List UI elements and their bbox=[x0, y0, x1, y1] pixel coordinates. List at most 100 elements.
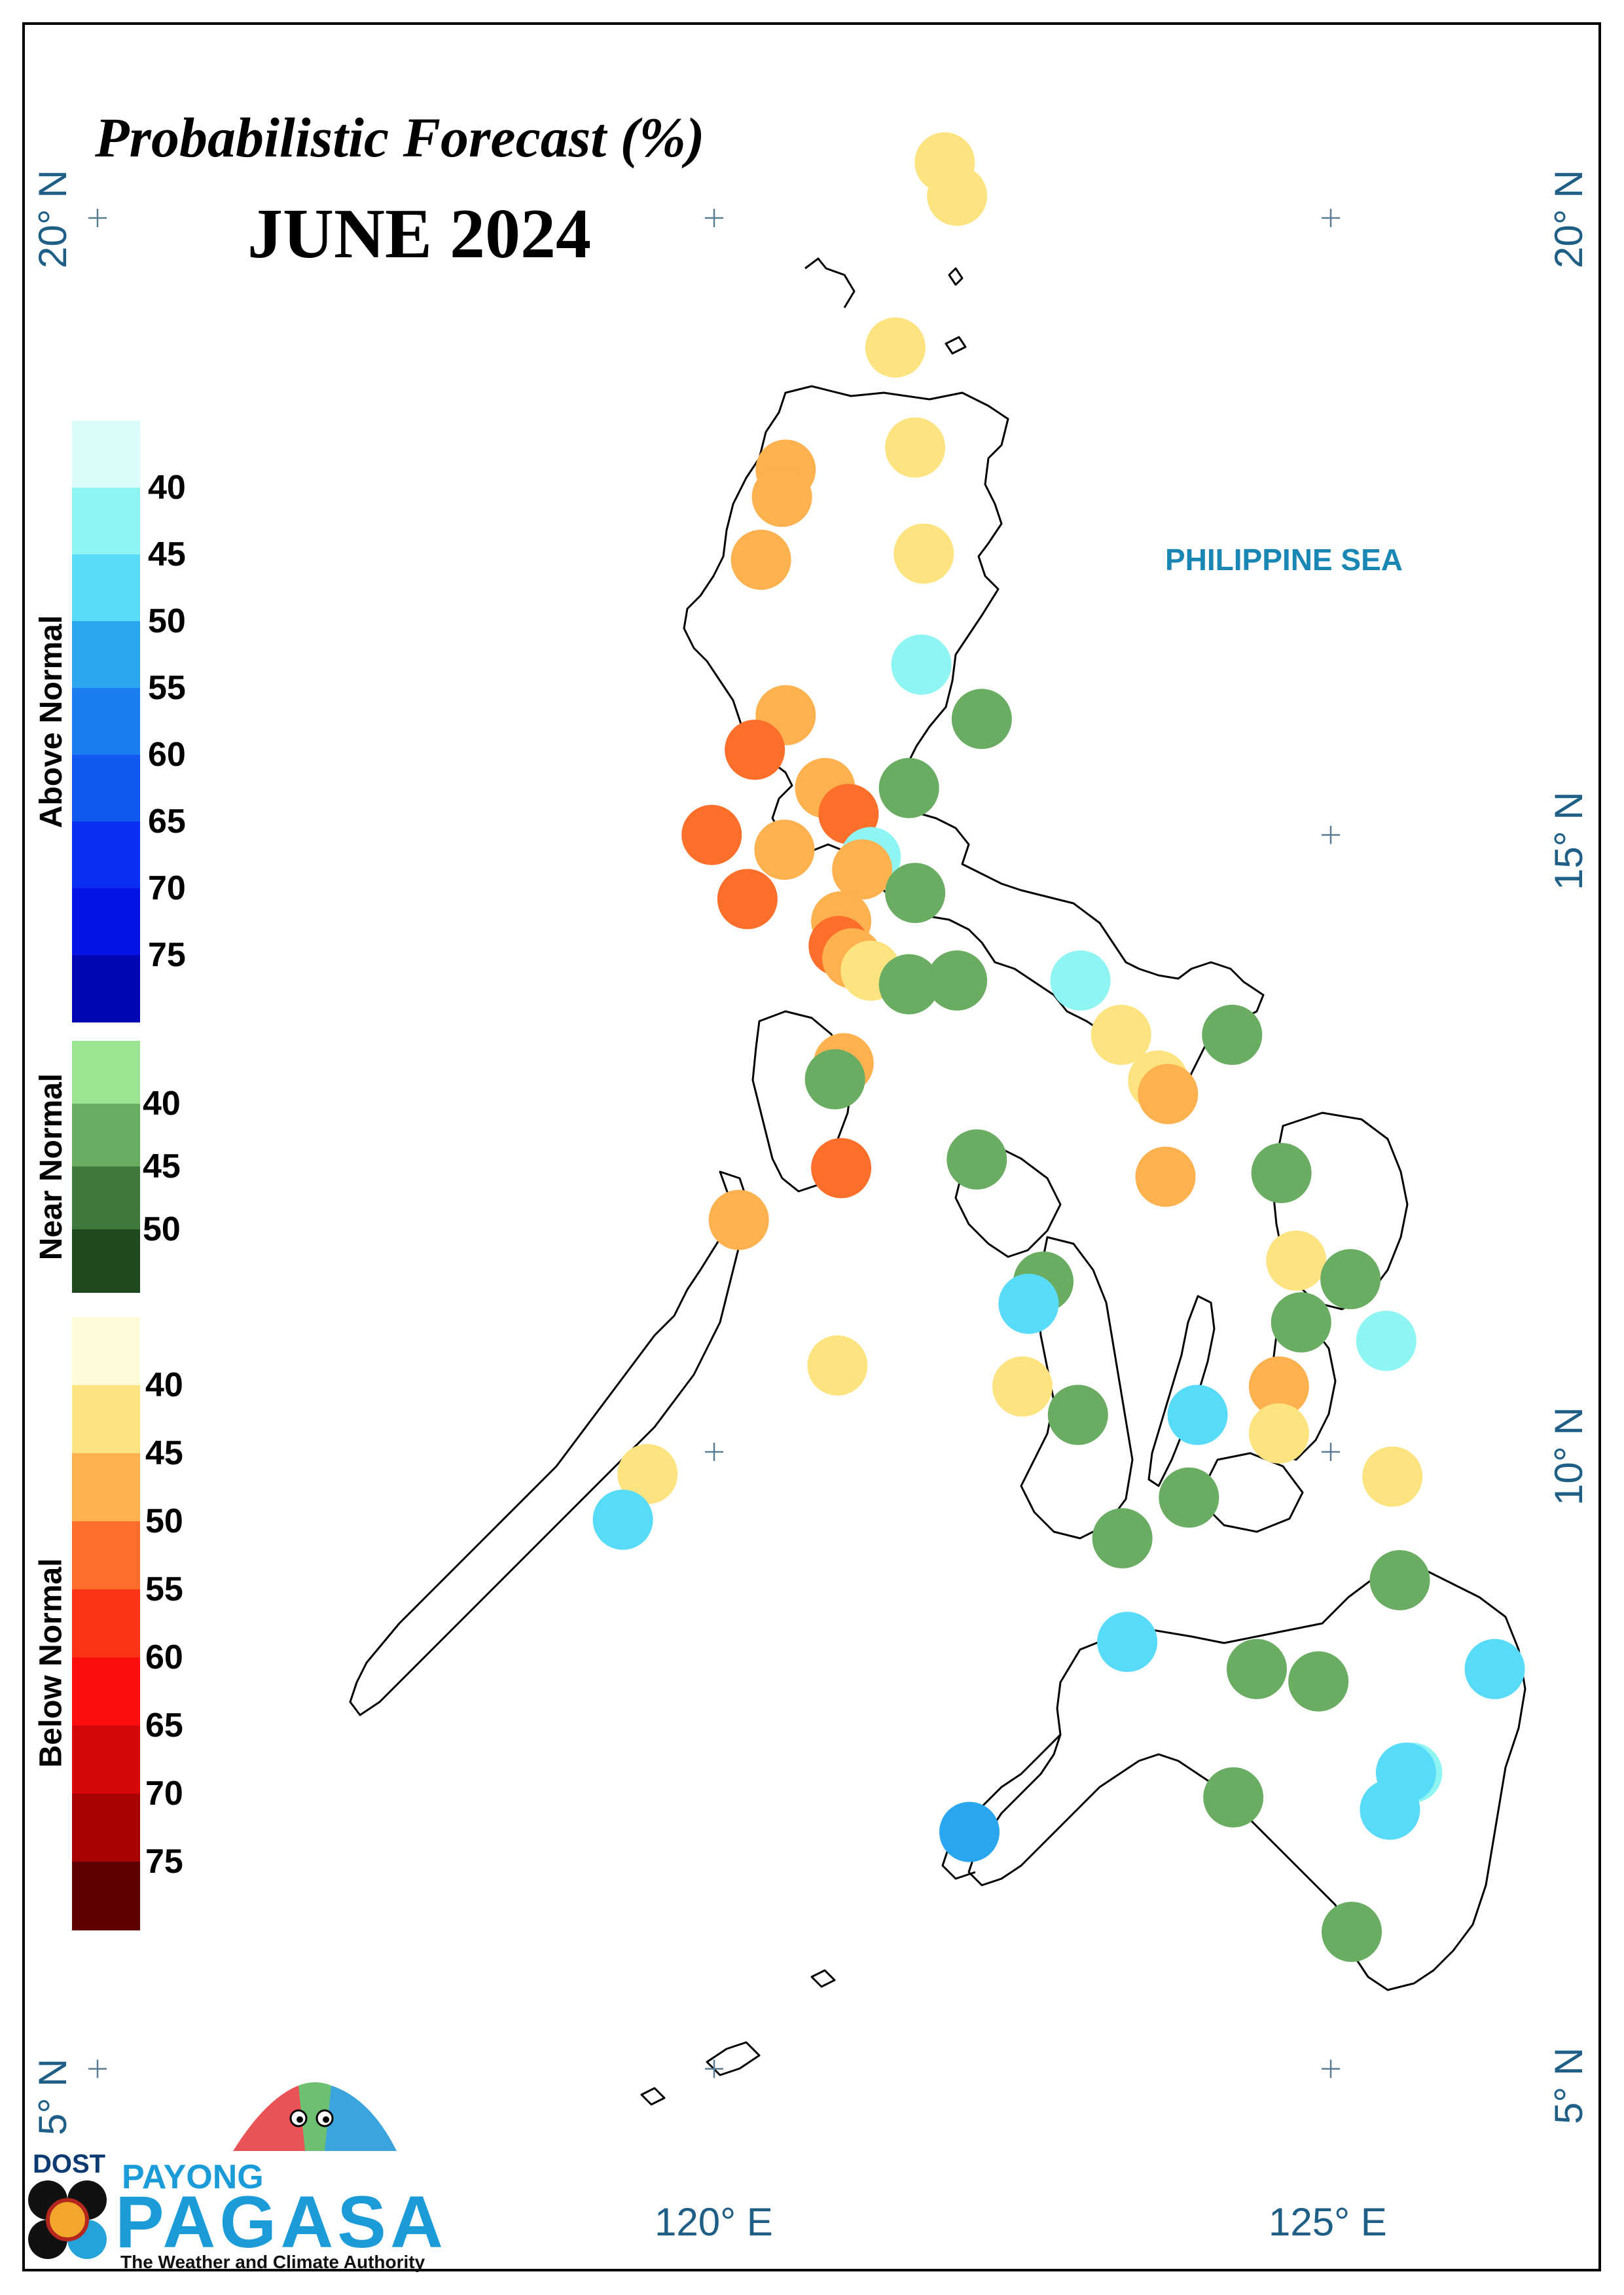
station-marker-below bbox=[717, 869, 778, 930]
legend-swatch-above bbox=[72, 822, 140, 889]
legend-swatch-above bbox=[72, 621, 140, 689]
station-marker-below bbox=[885, 417, 946, 478]
legend-tick-above: 65 bbox=[148, 803, 186, 840]
dost-seal-icon bbox=[28, 2180, 107, 2259]
legend-swatch-below bbox=[72, 1794, 140, 1862]
station-marker-below bbox=[1135, 1146, 1196, 1207]
legend-tick-above: 70 bbox=[148, 869, 186, 907]
station-marker-below bbox=[1266, 1230, 1327, 1291]
legend-swatch-above bbox=[72, 755, 140, 822]
station-marker-below bbox=[751, 467, 812, 528]
legend-swatch-above bbox=[72, 488, 140, 555]
legend-swatch-below bbox=[72, 1589, 140, 1658]
station-marker-below bbox=[807, 1335, 868, 1396]
legend-tick-below: 40 bbox=[145, 1366, 183, 1404]
station-marker-near bbox=[878, 757, 939, 818]
legend-swatch-near bbox=[72, 1166, 140, 1230]
station-marker-near bbox=[878, 954, 939, 1015]
station-marker-near bbox=[1369, 1550, 1430, 1611]
station-marker-above bbox=[939, 1801, 1000, 1862]
station-marker-below bbox=[1248, 1403, 1309, 1464]
station-marker-below bbox=[832, 839, 893, 900]
legend-swatch-below bbox=[72, 1521, 140, 1590]
station-marker-below bbox=[725, 719, 785, 780]
station-marker-near bbox=[804, 1049, 865, 1110]
legend-tick-below: 60 bbox=[145, 1638, 183, 1676]
station-marker-below bbox=[992, 1356, 1053, 1417]
map-subtitle: JUNE 2024 bbox=[247, 195, 592, 273]
station-marker-above bbox=[1097, 1612, 1158, 1672]
station-marker-near bbox=[951, 689, 1012, 750]
station-marker-near bbox=[1320, 1249, 1381, 1310]
legend-tick-below: 45 bbox=[145, 1434, 183, 1472]
station-marker-near bbox=[1203, 1767, 1264, 1828]
legend-tick-above: 45 bbox=[148, 535, 186, 573]
legend-tick-above: 40 bbox=[148, 469, 186, 507]
logo-payong-text: PAYONG bbox=[122, 2158, 264, 2196]
bohol-coast bbox=[1203, 1452, 1304, 1533]
station-marker-above bbox=[1050, 950, 1111, 1011]
legend-tick-below: 75 bbox=[145, 1843, 183, 1881]
station-marker-above bbox=[1464, 1638, 1525, 1699]
station-marker-below bbox=[754, 820, 815, 880]
legend-swatch-below bbox=[72, 1453, 140, 1522]
station-marker-near bbox=[1202, 1004, 1263, 1065]
legend-swatch-above bbox=[72, 688, 140, 755]
sulu-coast bbox=[640, 1969, 836, 2106]
legend-tick-below: 70 bbox=[145, 1775, 183, 1813]
map-frame bbox=[22, 22, 1601, 2271]
legend-tick-above: 55 bbox=[148, 669, 186, 707]
station-marker-below bbox=[811, 1138, 872, 1199]
station-marker-near bbox=[1322, 1902, 1382, 1962]
station-marker-near bbox=[1092, 1508, 1153, 1568]
umbrella-logo-icon bbox=[233, 2082, 397, 2151]
legend-tick-above: 50 bbox=[148, 602, 186, 640]
station-marker-below bbox=[1248, 1356, 1309, 1417]
legend-swatch-near bbox=[72, 1229, 140, 1293]
lon-label-120: 120° E bbox=[655, 2200, 773, 2244]
lat-label-right-5: 5° N bbox=[1547, 2047, 1591, 2124]
station-markers bbox=[592, 132, 1525, 1962]
lat-label-left-5: 5° N bbox=[31, 2058, 75, 2135]
legend-label-above-normal: Above Normal bbox=[33, 615, 69, 828]
station-marker-above bbox=[1356, 1310, 1416, 1371]
legend-tick-above: 75 bbox=[148, 936, 186, 974]
legend-label-near-normal: Near Normal bbox=[33, 1073, 69, 1260]
station-marker-near bbox=[1271, 1292, 1331, 1353]
station-marker-below bbox=[1138, 1064, 1199, 1125]
station-marker-below bbox=[927, 166, 988, 226]
panay-coast bbox=[954, 1144, 1062, 1258]
station-marker-near bbox=[927, 950, 988, 1011]
station-marker-below bbox=[865, 317, 926, 378]
legend-swatch-near bbox=[72, 1104, 140, 1167]
station-marker-above bbox=[1360, 1779, 1420, 1840]
lat-label-right-10: 10° N bbox=[1547, 1407, 1591, 1506]
station-marker-near bbox=[1226, 1638, 1287, 1699]
legend-swatch-above bbox=[72, 888, 140, 956]
station-marker-below bbox=[681, 804, 742, 865]
station-marker-above bbox=[1167, 1384, 1228, 1445]
lat-label-left-20: 20° N bbox=[31, 170, 75, 268]
station-marker-below bbox=[1091, 1004, 1151, 1065]
station-marker-above bbox=[891, 634, 952, 695]
legend-tick-below: 50 bbox=[145, 1502, 183, 1540]
legend-tick-near: 40 bbox=[143, 1085, 181, 1123]
legend-swatch-below bbox=[72, 1385, 140, 1454]
legend-tick-near: 45 bbox=[143, 1148, 181, 1185]
station-marker-below bbox=[617, 1443, 678, 1504]
cebu-coast bbox=[1147, 1295, 1216, 1487]
graticule-crosses bbox=[88, 209, 1340, 2078]
station-marker-below bbox=[731, 530, 791, 590]
station-marker-above bbox=[998, 1273, 1059, 1334]
station-marker-below bbox=[893, 523, 954, 584]
station-marker-near bbox=[885, 863, 946, 924]
lat-label-right-15: 15° N bbox=[1547, 791, 1591, 890]
palawan-coast bbox=[349, 1170, 748, 1716]
legend-tick-below: 55 bbox=[145, 1570, 183, 1608]
station-marker-near bbox=[1047, 1384, 1108, 1445]
sea-label: PHILIPPINE SEA bbox=[1165, 543, 1403, 577]
legend-tick-above: 60 bbox=[148, 736, 186, 774]
legend-swatch-above bbox=[72, 421, 140, 488]
legend-swatch-above bbox=[72, 955, 140, 1022]
logo-dost-text: DOST bbox=[33, 2150, 106, 2178]
